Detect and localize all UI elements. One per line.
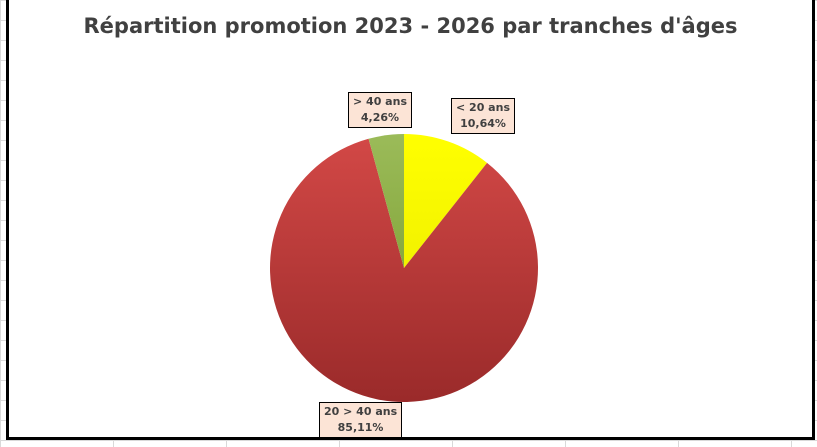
pie-slice-20-40[interactable] (269, 138, 538, 403)
data-label-under-20: < 20 ans 10,64% (451, 98, 515, 134)
pie-slice-over-40[interactable] (368, 134, 404, 268)
data-label-value: 85,11% (337, 421, 384, 434)
data-label-value: 10,64% (460, 117, 506, 130)
data-label-category: 20 > 40 ans (324, 405, 398, 418)
chart-title: Répartition promotion 2023 - 2026 par tr… (83, 14, 738, 38)
data-label-category: > 40 ans (353, 95, 407, 108)
data-label-category: < 20 ans (456, 101, 510, 114)
pie-slice-under-20[interactable] (404, 134, 488, 268)
data-label-over-40: > 40 ans 4,26% (348, 92, 412, 128)
pie-chart (269, 134, 538, 403)
data-label-20-40: 20 > 40 ans 85,11% (319, 402, 403, 438)
chart-area[interactable]: Répartition promotion 2023 - 2026 par tr… (6, 0, 815, 440)
data-label-value: 4,26% (360, 111, 400, 124)
